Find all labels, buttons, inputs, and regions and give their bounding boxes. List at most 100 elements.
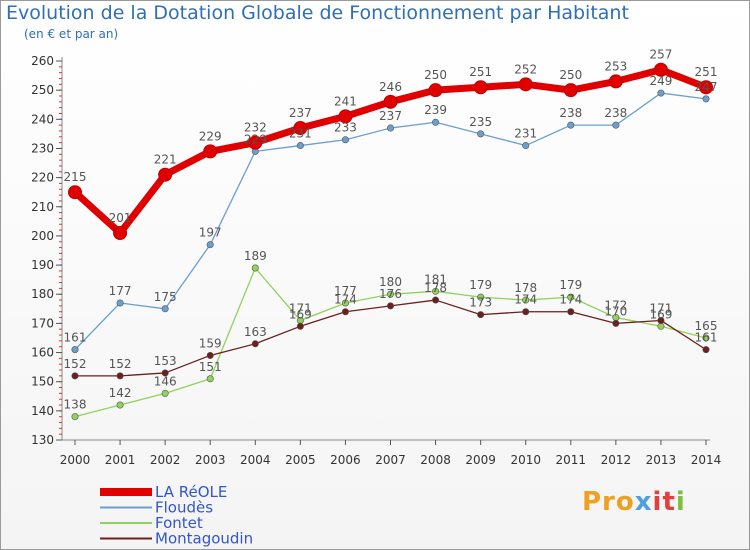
x-tick-label: 2010 <box>510 453 541 467</box>
data-label: 174 <box>514 293 537 307</box>
data-label: 163 <box>244 325 267 339</box>
data-point <box>206 375 214 383</box>
data-point <box>518 77 533 92</box>
data-point <box>161 389 169 397</box>
data-point <box>699 80 713 95</box>
x-tick-label: 2013 <box>646 453 677 467</box>
x-tick-label: 2003 <box>195 453 226 467</box>
data-label: 177 <box>109 284 132 298</box>
data-point <box>432 287 440 295</box>
data-point <box>386 124 394 132</box>
y-tick-label: 130 <box>31 433 54 447</box>
data-point <box>293 121 308 136</box>
data-label: 176 <box>379 287 402 301</box>
data-point <box>432 296 440 304</box>
x-tick-label: 2011 <box>556 453 587 467</box>
y-tick-label: 260 <box>31 54 54 68</box>
data-point <box>338 109 353 124</box>
data-point <box>158 167 173 182</box>
logo-part-2: x <box>634 487 653 517</box>
data-point <box>116 372 124 380</box>
data-label: 165 <box>695 319 718 333</box>
data-point <box>251 340 259 348</box>
y-tick-label: 170 <box>31 316 54 330</box>
y-tick-label: 190 <box>31 258 54 272</box>
data-point <box>113 226 128 241</box>
data-labels: 161 177 175 197 229 231 233 237 239 235 231 238 238 2… <box>64 48 718 412</box>
data-label: 237 <box>379 109 402 123</box>
data-label: 250 <box>424 68 447 82</box>
data-label: 161 <box>64 331 87 345</box>
data-point <box>657 89 665 97</box>
y-tick-label: 250 <box>31 83 54 97</box>
data-label: 201 <box>109 211 132 225</box>
x-tick-label: 2008 <box>420 453 451 467</box>
y-tick-label: 140 <box>31 404 54 418</box>
data-point <box>341 299 349 307</box>
data-point <box>702 346 710 354</box>
data-point <box>71 413 79 421</box>
data-point <box>477 293 485 301</box>
x-tick-label: 2009 <box>465 453 496 467</box>
data-point <box>702 95 710 103</box>
data-label: 173 <box>469 296 492 310</box>
data-label: 197 <box>199 226 222 240</box>
data-label: 171 <box>289 301 312 315</box>
data-label: 170 <box>604 304 627 318</box>
data-label: 253 <box>604 59 627 73</box>
data-label: 252 <box>514 62 537 76</box>
data-label: 177 <box>334 284 357 298</box>
data-point <box>702 334 710 342</box>
series-points <box>68 62 713 421</box>
data-point <box>612 121 620 129</box>
data-label: 175 <box>154 290 177 304</box>
data-label: 229 <box>199 129 222 143</box>
legend-label-3: Montagoudin <box>155 530 253 548</box>
data-point <box>71 372 79 380</box>
data-label: 179 <box>469 278 492 292</box>
proxiti-logo: Proxiti <box>582 487 686 517</box>
data-label: 231 <box>289 127 312 141</box>
logo-part-4: i <box>675 487 686 517</box>
x-tick-label: 2014 <box>691 453 722 467</box>
y-tick-label: 220 <box>31 171 54 185</box>
data-label: 151 <box>199 360 222 374</box>
data-point <box>563 83 578 98</box>
data-label: 215 <box>64 170 87 184</box>
data-point <box>567 121 575 129</box>
data-point <box>522 308 530 316</box>
data-point <box>71 346 79 354</box>
series-line-0 <box>72 66 708 237</box>
x-tick-label: 2000 <box>60 453 91 467</box>
data-point <box>657 316 665 324</box>
data-point <box>116 299 124 307</box>
data-point <box>296 322 304 330</box>
data-label: 246 <box>379 80 402 94</box>
data-label: 249 <box>649 74 672 88</box>
data-point <box>206 241 214 249</box>
data-label: 250 <box>559 68 582 82</box>
data-point <box>341 308 349 316</box>
data-label: 235 <box>469 115 492 129</box>
data-point <box>612 319 620 327</box>
data-label: 241 <box>334 94 357 108</box>
data-point <box>522 296 530 304</box>
chart-subtitle: (en € et par an) <box>24 27 119 41</box>
data-label: 238 <box>604 106 627 120</box>
data-point <box>477 311 485 319</box>
x-tick-label: 2002 <box>150 453 181 467</box>
data-label: 146 <box>154 374 177 388</box>
y-tick-label: 210 <box>31 200 54 214</box>
x-tick-label: 2007 <box>375 453 406 467</box>
data-label: 237 <box>289 106 312 120</box>
data-label: 189 <box>244 249 267 263</box>
data-label: 152 <box>109 357 132 371</box>
data-label: 247 <box>695 80 718 94</box>
data-point <box>477 130 485 138</box>
data-label: 178 <box>514 281 537 295</box>
data-label: 174 <box>559 293 582 307</box>
x-tick-label: 2006 <box>330 453 361 467</box>
x-tick-label: 2005 <box>285 453 316 467</box>
